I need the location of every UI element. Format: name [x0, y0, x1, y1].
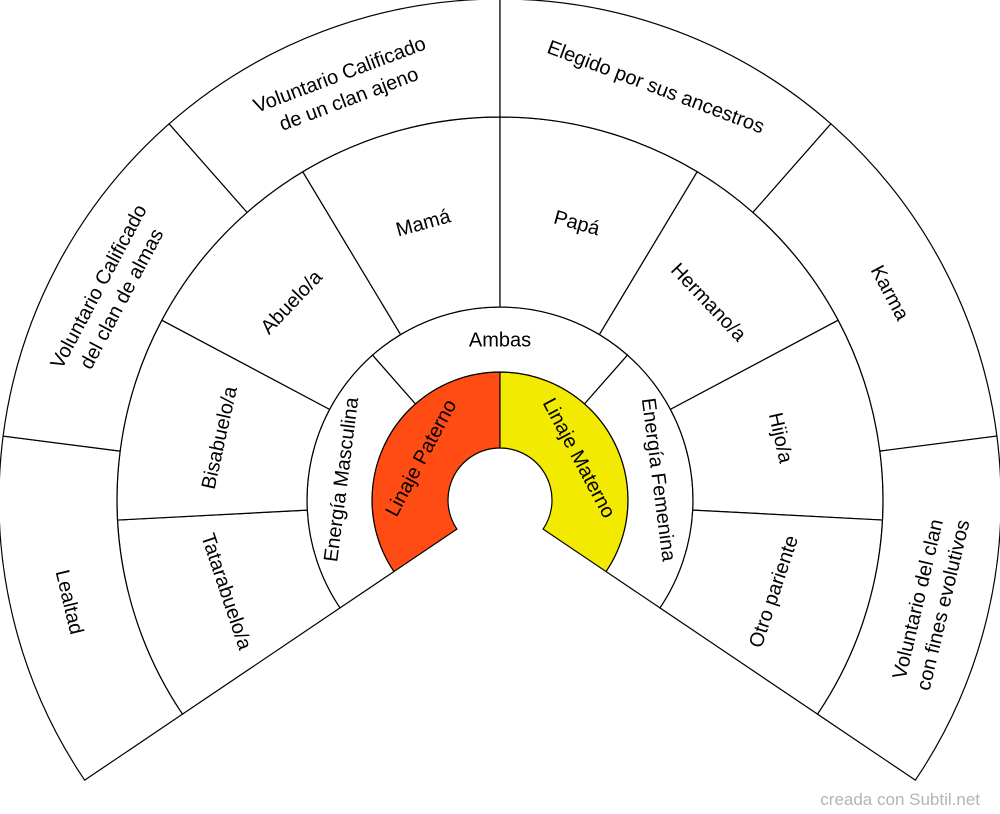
fan-segments	[0, 0, 1000, 781]
reason-ring-segment-karma	[752, 122, 998, 452]
reason-ring-segment-lealtad	[0, 435, 184, 781]
reason-ring-segment-voluntario-del-clan-con-fines-evolutivos	[816, 435, 1000, 781]
energy-ring-label-ambas: Ambas	[469, 330, 531, 352]
reason-ring-segment-voluntario-calificado-del-clan-de-almas	[2, 122, 248, 452]
credit-watermark: creada con Subtil.net	[820, 790, 980, 809]
label-line: Ambas	[469, 330, 531, 352]
reason-ring-segment-elegido-por-sus-ancestros	[499, 0, 832, 214]
reason-ring-segment-voluntario-calificado-de-un-clan-ajeno	[168, 0, 501, 214]
